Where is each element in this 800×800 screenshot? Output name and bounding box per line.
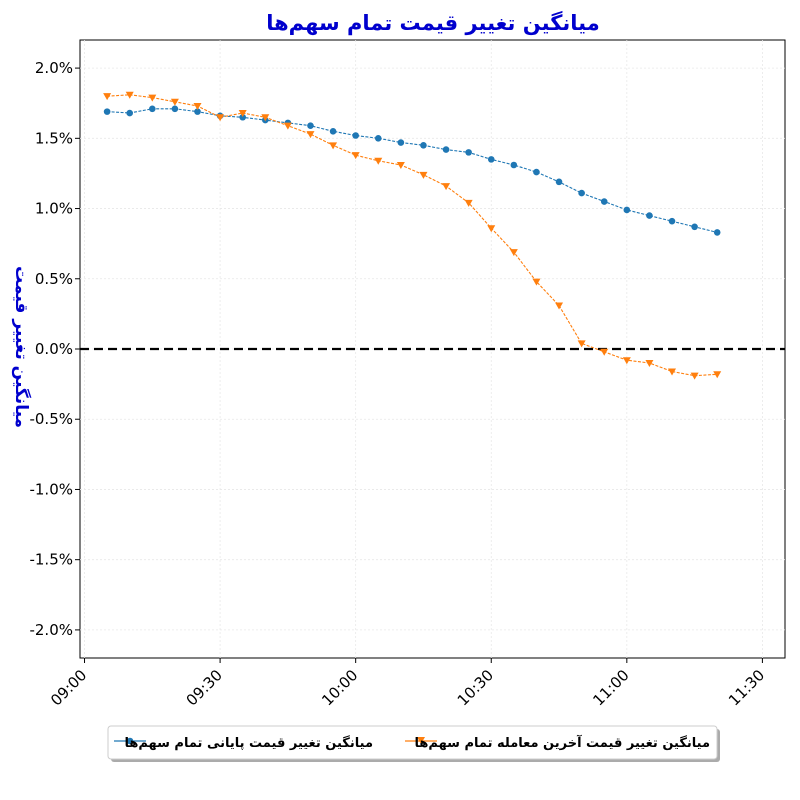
data-point xyxy=(261,114,270,122)
y-tick-label: 0.5% xyxy=(35,270,73,288)
data-point xyxy=(171,105,179,113)
legend-box xyxy=(107,725,718,760)
data-point xyxy=(533,168,540,176)
y-tick-label: 2.0% xyxy=(35,59,73,77)
data-point xyxy=(645,360,654,368)
x-axis-ticks: 09:00 09:30 10:00 10:30 11:00 11:30 xyxy=(47,658,768,709)
data-point xyxy=(509,249,518,257)
y-tick-label: -0.5% xyxy=(29,410,73,428)
data-point xyxy=(600,198,608,205)
data-point xyxy=(329,142,338,150)
legend-label-closing: میانگین تغییر قیمت پایانی تمام سهم‌ها xyxy=(124,735,373,751)
data-point xyxy=(510,161,518,169)
data-point xyxy=(306,131,315,139)
y-tick-label: -1.0% xyxy=(29,480,73,498)
data-point xyxy=(148,94,157,102)
data-point xyxy=(487,156,495,163)
plot-area xyxy=(79,39,786,659)
y-tick-label: 1.5% xyxy=(35,129,73,147)
x-tick-label: 09:30 xyxy=(183,666,226,709)
data-point xyxy=(578,189,585,197)
data-point xyxy=(216,114,225,122)
data-point xyxy=(668,217,676,225)
data-point xyxy=(691,223,698,231)
data-point xyxy=(396,162,405,170)
x-tick-label: 10:00 xyxy=(318,666,361,709)
data-point xyxy=(125,91,134,99)
data-point xyxy=(690,372,699,380)
data-point xyxy=(464,199,473,207)
legend-marker-last-trade xyxy=(417,737,425,744)
x-tick-label: 09:00 xyxy=(47,666,90,709)
data-point xyxy=(103,108,111,115)
y-tick-label: -2.0% xyxy=(29,621,73,639)
data-point xyxy=(126,109,134,117)
data-point xyxy=(194,108,201,115)
legend-marker-closing xyxy=(126,737,134,745)
data-point xyxy=(465,149,472,156)
data-point xyxy=(397,139,405,146)
data-point xyxy=(713,371,722,379)
data-point xyxy=(623,206,631,214)
data-point xyxy=(239,113,246,121)
data-point xyxy=(283,122,292,130)
y-tick-label: 0.0% xyxy=(35,340,73,358)
data-point xyxy=(193,103,202,111)
chart-title: میانگین تغییر قیمت تمام سهم‌ها xyxy=(266,10,600,35)
data-point xyxy=(374,157,383,165)
data-point xyxy=(352,132,359,139)
data-point xyxy=(646,212,653,219)
data-point xyxy=(103,93,112,101)
legend-label-last-trade: میانگین تغییر قیمت آخرین معامله تمام سهم… xyxy=(414,734,710,751)
data-point xyxy=(600,348,609,356)
data-point xyxy=(555,302,564,310)
series-line-1 xyxy=(107,94,718,377)
y-axis-label: میانگین تغییر قیمت xyxy=(11,266,32,428)
data-point xyxy=(149,105,156,113)
data-point xyxy=(170,98,179,106)
data-point xyxy=(713,229,721,236)
data-point xyxy=(577,340,586,348)
y-tick-label: 1.0% xyxy=(35,200,73,218)
data-point xyxy=(420,142,427,149)
data-point xyxy=(555,178,563,186)
data-point xyxy=(374,135,382,142)
data-point xyxy=(442,183,451,191)
x-tick-label: 11:30 xyxy=(725,666,768,709)
data-point xyxy=(238,110,247,118)
y-tick-label: -1.5% xyxy=(29,551,73,569)
legend: میانگین تغییر قیمت پایانی تمام سهم‌ها می… xyxy=(107,725,720,762)
data-point xyxy=(487,225,496,233)
data-point xyxy=(351,152,360,160)
data-point xyxy=(442,146,450,153)
data-point xyxy=(307,122,314,129)
data-point xyxy=(622,357,631,365)
series-line-0 xyxy=(107,108,718,233)
data-point xyxy=(532,278,541,286)
series-layer xyxy=(103,91,722,380)
data-point xyxy=(329,127,337,135)
x-tick-label: 11:00 xyxy=(589,666,632,709)
data-point xyxy=(668,368,677,376)
y-axis-ticks: -2.0% -1.5% -1.0% -0.5% 0.0% 0.5% 1.0% 1.5% 2.0% xyxy=(29,59,80,639)
data-point xyxy=(419,171,428,179)
x-tick-label: 10:30 xyxy=(454,666,497,709)
